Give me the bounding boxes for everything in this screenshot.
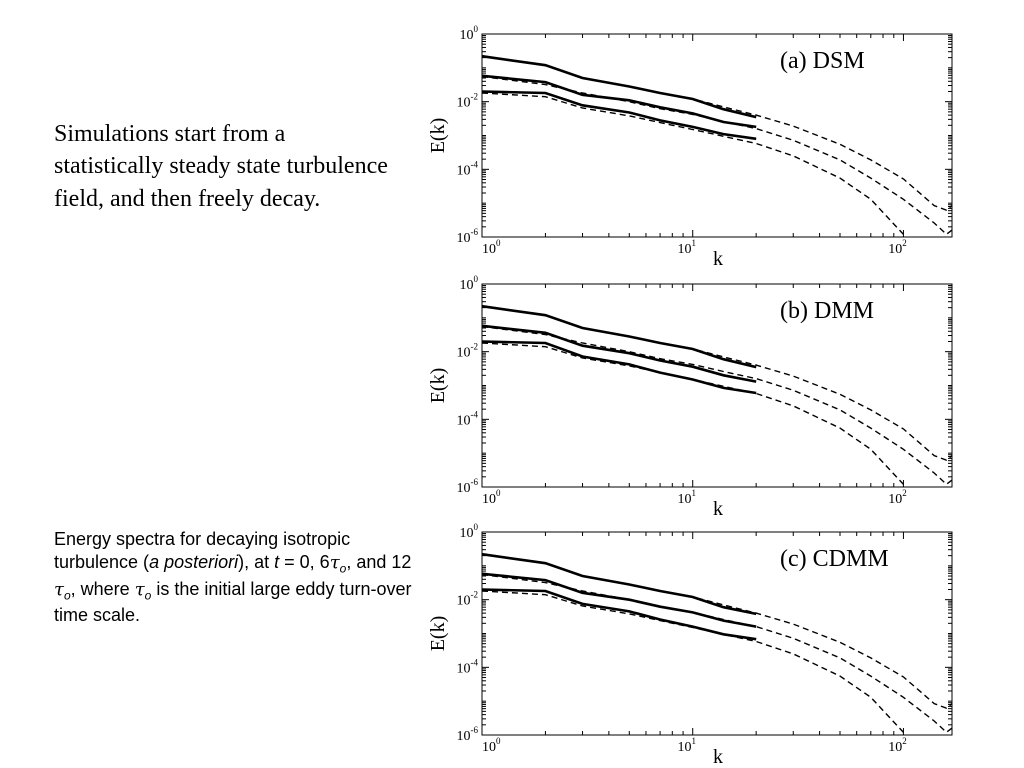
caption-t: t	[274, 552, 280, 573]
y-tick-label: 10-6	[457, 477, 479, 496]
x-tick-label: 102	[888, 238, 907, 257]
chart-panel-a: 100 101 102 100 10-2 10-4 10-6 k E(k) (a) DSM	[410, 22, 970, 267]
solid-series-line-1	[481, 324, 757, 383]
chart-svg-b: 100 101 102 100 10-2 10-4 10-6 k E(k) (b) DMM	[427, 274, 953, 517]
y-tick-label: 100	[460, 24, 479, 43]
x-tick-label: 100	[482, 736, 501, 755]
caption-italic: a posteriori	[149, 552, 239, 573]
caption-part1: Energy spectra for decaying isotropic tu…	[54, 529, 351, 573]
caption-sub-1: o	[339, 561, 347, 576]
x-tick-label: 102	[888, 736, 907, 755]
y-tick-label: 10-2	[457, 590, 479, 609]
dashed-series-line-5	[481, 342, 904, 485]
y-tick-label: 10-4	[457, 657, 479, 676]
caption-sub-2: o	[63, 588, 71, 603]
caption-tau-2: τ	[54, 578, 64, 600]
caption-eq: = 0, 6	[279, 552, 330, 573]
y-axis-label: E(k)	[427, 616, 449, 652]
dashed-series-line-3	[481, 305, 953, 461]
solid-series-line-2	[481, 340, 757, 395]
x-tick-label: 102	[888, 488, 907, 507]
figure-caption: Energy spectra for decaying isotropic tu…	[54, 528, 414, 627]
caption-part2: ), at	[238, 552, 275, 573]
solid-series-line-0	[481, 54, 757, 119]
x-tick-label: 101	[677, 736, 696, 755]
panel-label: (a) DSM	[780, 48, 865, 74]
x-tick-label: 100	[482, 238, 501, 257]
y-tick-label: 100	[460, 522, 479, 541]
dashed-series-line-3	[481, 55, 953, 211]
solid-series-line-2	[481, 90, 757, 141]
caption-part5: is the initial large eddy turn-over time…	[54, 578, 412, 625]
plot-frame	[481, 33, 953, 238]
x-axis-label: k	[713, 498, 723, 517]
x-tick-label: 101	[677, 488, 696, 507]
x-axis-label: k	[713, 746, 723, 765]
chart-panel-c: 100 101 102 100 10-2 10-4 10-6 k E(k) (c) CDMM	[410, 520, 970, 765]
x-tick-label: 101	[677, 238, 696, 257]
solid-series-line-0	[481, 304, 757, 369]
y-tick-label: 10-4	[457, 159, 479, 178]
caption-part4: , where	[70, 578, 135, 599]
y-tick-label: 10-4	[457, 409, 479, 428]
dashed-series-line-5	[481, 92, 904, 235]
y-tick-label: 10-6	[457, 227, 479, 246]
caption-part3: , and 12	[346, 552, 412, 573]
y-tick-label: 100	[460, 274, 479, 293]
dashed-series-line-5	[481, 590, 904, 733]
caption-sub-3: o	[144, 588, 152, 603]
y-tick-label: 10-2	[457, 92, 479, 111]
chart-svg-a: 100 101 102 100 10-2 10-4 10-6 k E(k) (a) DSM	[427, 24, 953, 267]
y-tick-label: 10-2	[457, 342, 479, 361]
dashed-series-line-3	[481, 553, 953, 709]
intro-text: Simulations start from a statistically s…	[54, 121, 388, 212]
x-axis-label: k	[713, 248, 723, 267]
x-tick-label: 100	[482, 488, 501, 507]
solid-series-line-0	[481, 552, 757, 616]
y-tick-label: 10-6	[457, 725, 479, 744]
panel-label: (c) CDMM	[780, 546, 889, 572]
caption-tau-1: τ	[329, 552, 340, 574]
panel-label: (b) DMM	[780, 298, 874, 324]
y-axis-label: E(k)	[427, 118, 449, 154]
chart-svg-c: 100 101 102 100 10-2 10-4 10-6 k E(k) (c) CDMM	[427, 522, 953, 765]
caption-tau-3: τ	[134, 578, 145, 600]
y-axis-label: E(k)	[427, 368, 449, 404]
chart-panel-b: 100 101 102 100 10-2 10-4 10-6 k E(k) (b) DMM	[410, 272, 970, 517]
